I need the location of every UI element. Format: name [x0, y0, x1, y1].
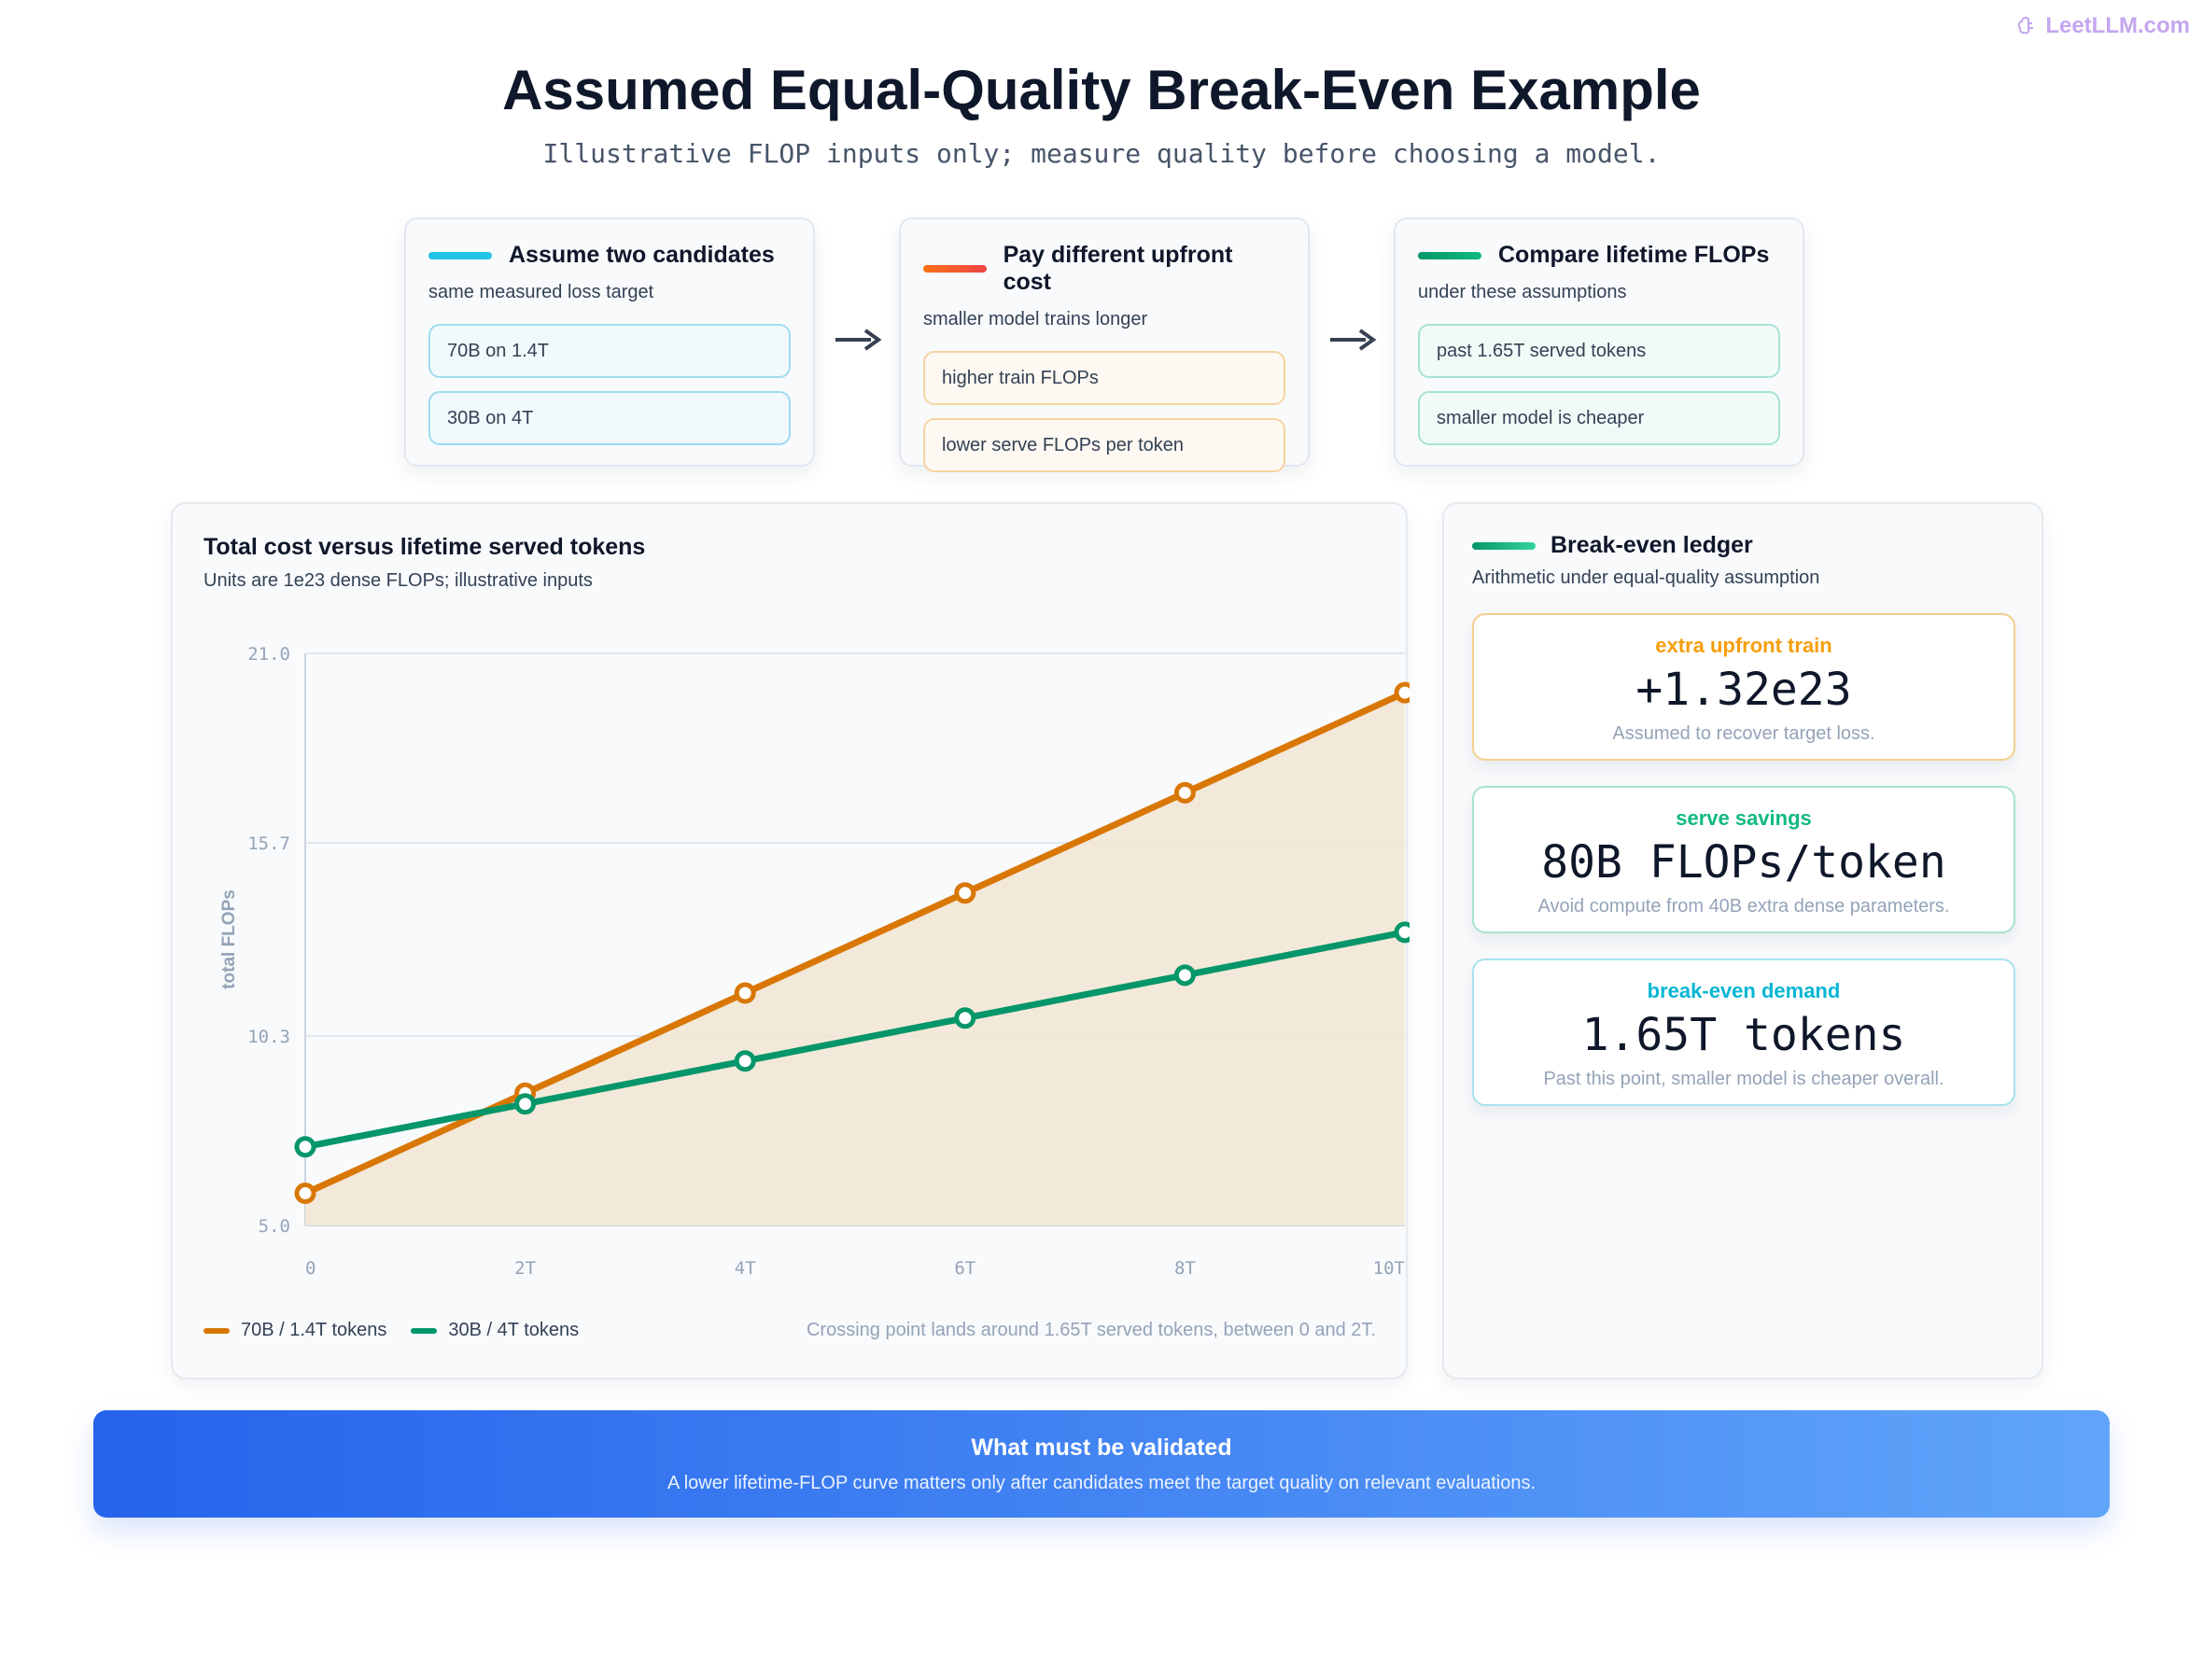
y-axis-label: total FLOPs	[219, 889, 239, 989]
step-accent-bar	[1418, 251, 1481, 259]
data-point-1	[734, 1050, 756, 1072]
card-value: +1.32e23	[1635, 664, 1852, 716]
x-tick-label: 0	[305, 1258, 316, 1279]
chart-subtitle: Units are 1e23 dense FLOPs; illustrative…	[203, 570, 593, 591]
data-point-0	[734, 982, 756, 1004]
step-subtitle: smaller model trains longer	[923, 309, 1148, 329]
legend-swatch	[411, 1327, 438, 1334]
line-chart: 5.0 10.3 15.7 21.0 0 2T 4T 6T 8T 10T total FLOPs	[219, 644, 1410, 1279]
x-tick-label: 4T	[735, 1258, 756, 1279]
data-point-1	[294, 1136, 316, 1158]
step-card-candidates: Assume two candidates same measured loss…	[404, 217, 815, 467]
brand-logo[interactable]: LeetLLM.com	[2017, 13, 2190, 39]
chart-legend: 70B / 1.4T tokens 30B / 4T tokens	[203, 1320, 579, 1341]
y-tick-label: 15.7	[247, 833, 290, 854]
card-label: break-even demand	[1647, 979, 1841, 1002]
x-tick-label: 2T	[514, 1258, 536, 1279]
step-item: 30B on 4T	[428, 391, 791, 445]
ledger-subtitle: Arithmetic under equal-quality assumptio…	[1472, 567, 1820, 588]
card-label: serve savings	[1676, 806, 1812, 830]
chart-title: Total cost versus lifetime served tokens	[203, 534, 646, 560]
data-point-1	[1173, 964, 1196, 987]
banner-text: A lower lifetime-FLOP curve matters only…	[667, 1473, 1536, 1493]
step-title: Assume two candidates	[509, 242, 775, 268]
step-item: higher train FLOPs	[923, 351, 1285, 405]
y-tick-label: 21.0	[247, 644, 290, 665]
ledger-card-break-even: break-even demand 1.65T tokens Past this…	[1472, 959, 2015, 1106]
brand-label: LeetLLM.com	[2045, 13, 2190, 38]
card-note: Avoid compute from 40B extra dense param…	[1537, 896, 1950, 917]
data-point-0	[1173, 781, 1196, 804]
x-tick-label: 8T	[1174, 1258, 1196, 1279]
legend-item-30b: 30B / 4T tokens	[411, 1320, 579, 1341]
data-point-1	[514, 1093, 537, 1115]
card-value: 1.65T tokens	[1581, 1009, 1906, 1061]
step-accent-bar	[923, 265, 987, 273]
step-item: past 1.65T served tokens	[1418, 324, 1780, 378]
y-tick-label: 5.0	[259, 1216, 290, 1237]
step-item: 70B on 1.4T	[428, 324, 791, 378]
page-title: Assumed Equal-Quality Break-Even Example	[502, 59, 1701, 121]
brain-icon	[2017, 17, 2034, 35]
data-point-0	[954, 882, 976, 904]
ledger-card-upfront-train: extra upfront train +1.32e23 Assumed to …	[1472, 613, 2015, 761]
validation-banner: What must be validated A lower lifetime-…	[93, 1410, 2110, 1518]
step-item: smaller model is cheaper	[1418, 391, 1780, 445]
step-title: Compare lifetime FLOPs	[1498, 242, 1770, 268]
card-note: Past this point, smaller model is cheape…	[1543, 1069, 1944, 1089]
step-subtitle: under these assumptions	[1418, 282, 1627, 302]
step-item: lower serve FLOPs per token	[923, 418, 1285, 472]
arrow-right-icon	[1330, 329, 1377, 351]
chart-panel: Total cost versus lifetime served tokens…	[171, 502, 1410, 1379]
legend-label: 30B / 4T tokens	[448, 1320, 580, 1340]
legend-swatch	[203, 1327, 230, 1334]
card-label: extra upfront train	[1655, 634, 1832, 657]
step-title: Pay different upfront cost	[1003, 242, 1233, 295]
step-subtitle: same measured loss target	[428, 282, 654, 302]
chart-note: Crossing point lands around 1.65T served…	[806, 1320, 1376, 1340]
page-subtitle: Illustrative FLOP inputs only; measure q…	[542, 138, 1661, 169]
step-card-lifetime-flops: Compare lifetime FLOPs under these assum…	[1394, 217, 1804, 467]
ledger-panel: Break-even ledger Arithmetic under equal…	[1442, 502, 2043, 1379]
series-area-fill	[305, 693, 1405, 1225]
x-tick-label: 6T	[954, 1258, 975, 1279]
y-tick-label: 10.3	[247, 1027, 290, 1047]
card-note: Assumed to recover target loss.	[1612, 723, 1875, 744]
x-tick-label: 10T	[1373, 1258, 1405, 1279]
legend-label: 70B / 1.4T tokens	[241, 1320, 387, 1340]
data-point-0	[294, 1183, 316, 1205]
data-point-0	[1394, 681, 1410, 704]
ledger-title: Break-even ledger	[1551, 532, 1753, 558]
arrow-right-icon	[835, 329, 882, 351]
card-value: 80B FLOPs/token	[1541, 836, 1946, 889]
series-line-1	[302, 929, 1409, 1151]
legend-item-70b: 70B / 1.4T tokens	[203, 1320, 386, 1341]
data-point-1	[1394, 921, 1410, 944]
banner-title: What must be validated	[971, 1435, 1232, 1461]
ledger-card-serve-savings: serve savings 80B FLOPs/token Avoid comp…	[1472, 786, 2015, 933]
step-accent-bar	[428, 251, 492, 259]
data-point-1	[954, 1007, 976, 1029]
step-card-upfront-cost: Pay different upfront cost smaller model…	[899, 217, 1310, 472]
ledger-accent-bar	[1472, 541, 1536, 550]
